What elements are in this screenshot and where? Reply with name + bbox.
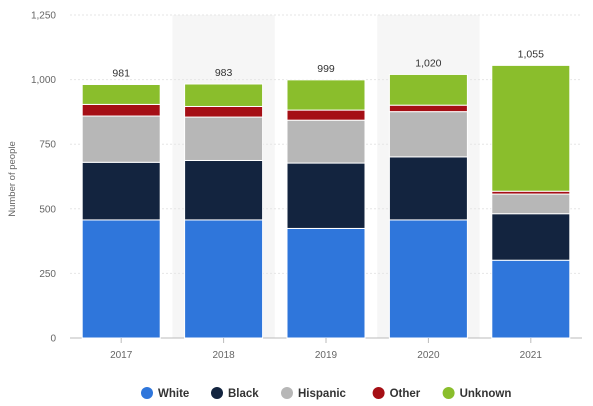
bar-segment-other-2017	[81, 103, 161, 117]
total-label-2018: 983	[215, 67, 233, 79]
bar-segment-other-2018	[184, 105, 264, 118]
bar-segment-hispanic-2020	[388, 111, 468, 158]
legend-label-hispanic: Hispanic	[298, 388, 347, 400]
y-axis-title: Number of people	[7, 141, 18, 217]
bar-segment-other-2019	[286, 109, 366, 121]
bar-segment-unknown-2021	[491, 64, 571, 192]
bar-segment-black-2017	[81, 161, 161, 221]
y-tick-label: 1,250	[31, 11, 56, 22]
bar-segment-white-2019	[286, 227, 366, 339]
total-label-2017: 981	[112, 68, 130, 80]
legend-marker-white	[141, 387, 153, 399]
bar-stacks	[81, 64, 571, 339]
total-label-2021: 1,055	[518, 48, 544, 60]
bar-segment-white-2018	[184, 219, 264, 339]
legend-item-other[interactable]: Other	[372, 387, 421, 400]
y-tick-label: 500	[39, 204, 56, 215]
bar-segment-other-2020	[388, 104, 468, 113]
bar-segment-hispanic-2017	[81, 115, 161, 163]
x-tick-label-2017: 2017	[110, 350, 133, 361]
legend-label-white: White	[158, 388, 189, 400]
bar-segment-hispanic-2021	[491, 193, 571, 215]
bar-segment-hispanic-2018	[184, 116, 264, 161]
legend-item-hispanic[interactable]: Hispanic	[281, 387, 347, 400]
y-tick-label: 1,000	[31, 75, 56, 86]
legend-label-unknown: Unknown	[460, 388, 512, 400]
x-axis-ticks: 2017 2018 2019 2020 2021	[110, 338, 542, 361]
bar-segment-unknown-2017	[81, 84, 161, 105]
bar-segment-white-2017	[81, 219, 161, 339]
total-label-2020: 1,020	[415, 57, 441, 69]
legend-item-black[interactable]: Black	[211, 387, 259, 400]
bar-segment-white-2021	[491, 259, 571, 339]
legend-item-white[interactable]: White	[141, 387, 189, 400]
bar-segment-unknown-2020	[388, 73, 468, 106]
y-tick-label: 750	[39, 140, 56, 151]
x-tick-label-2018: 2018	[212, 350, 235, 361]
legend-marker-hispanic	[281, 387, 293, 399]
x-tick-label-2019: 2019	[315, 350, 338, 361]
legend-label-other: Other	[390, 388, 421, 400]
bar-segment-unknown-2019	[286, 79, 366, 111]
bar-segment-unknown-2018	[184, 83, 264, 107]
bar-segment-white-2020	[388, 219, 468, 339]
legend-label-black: Black	[228, 388, 259, 400]
y-tick-label: 0	[50, 334, 56, 345]
bar-segment-black-2018	[184, 159, 264, 221]
legend-marker-unknown	[442, 387, 455, 399]
total-labels: 981 983 999 1,020 1,055	[112, 48, 544, 79]
y-tick-label: 250	[39, 269, 56, 280]
bar-segment-black-2019	[286, 162, 366, 229]
bar-segment-hispanic-2019	[286, 119, 366, 164]
total-label-2019: 999	[317, 63, 335, 75]
legend: White Black Hispanic Other Unknown	[141, 387, 511, 400]
bar-segment-black-2020	[388, 156, 468, 221]
legend-item-unknown[interactable]: Unknown	[442, 387, 512, 400]
y-axis-ticks: 0 250 500 750 1,000 1,250	[31, 11, 56, 345]
x-tick-label-2021: 2021	[520, 350, 543, 361]
x-tick-label-2020: 2020	[417, 350, 440, 361]
legend-marker-black	[211, 387, 223, 399]
bar-segment-black-2021	[491, 213, 571, 261]
legend-marker-other	[372, 387, 385, 399]
